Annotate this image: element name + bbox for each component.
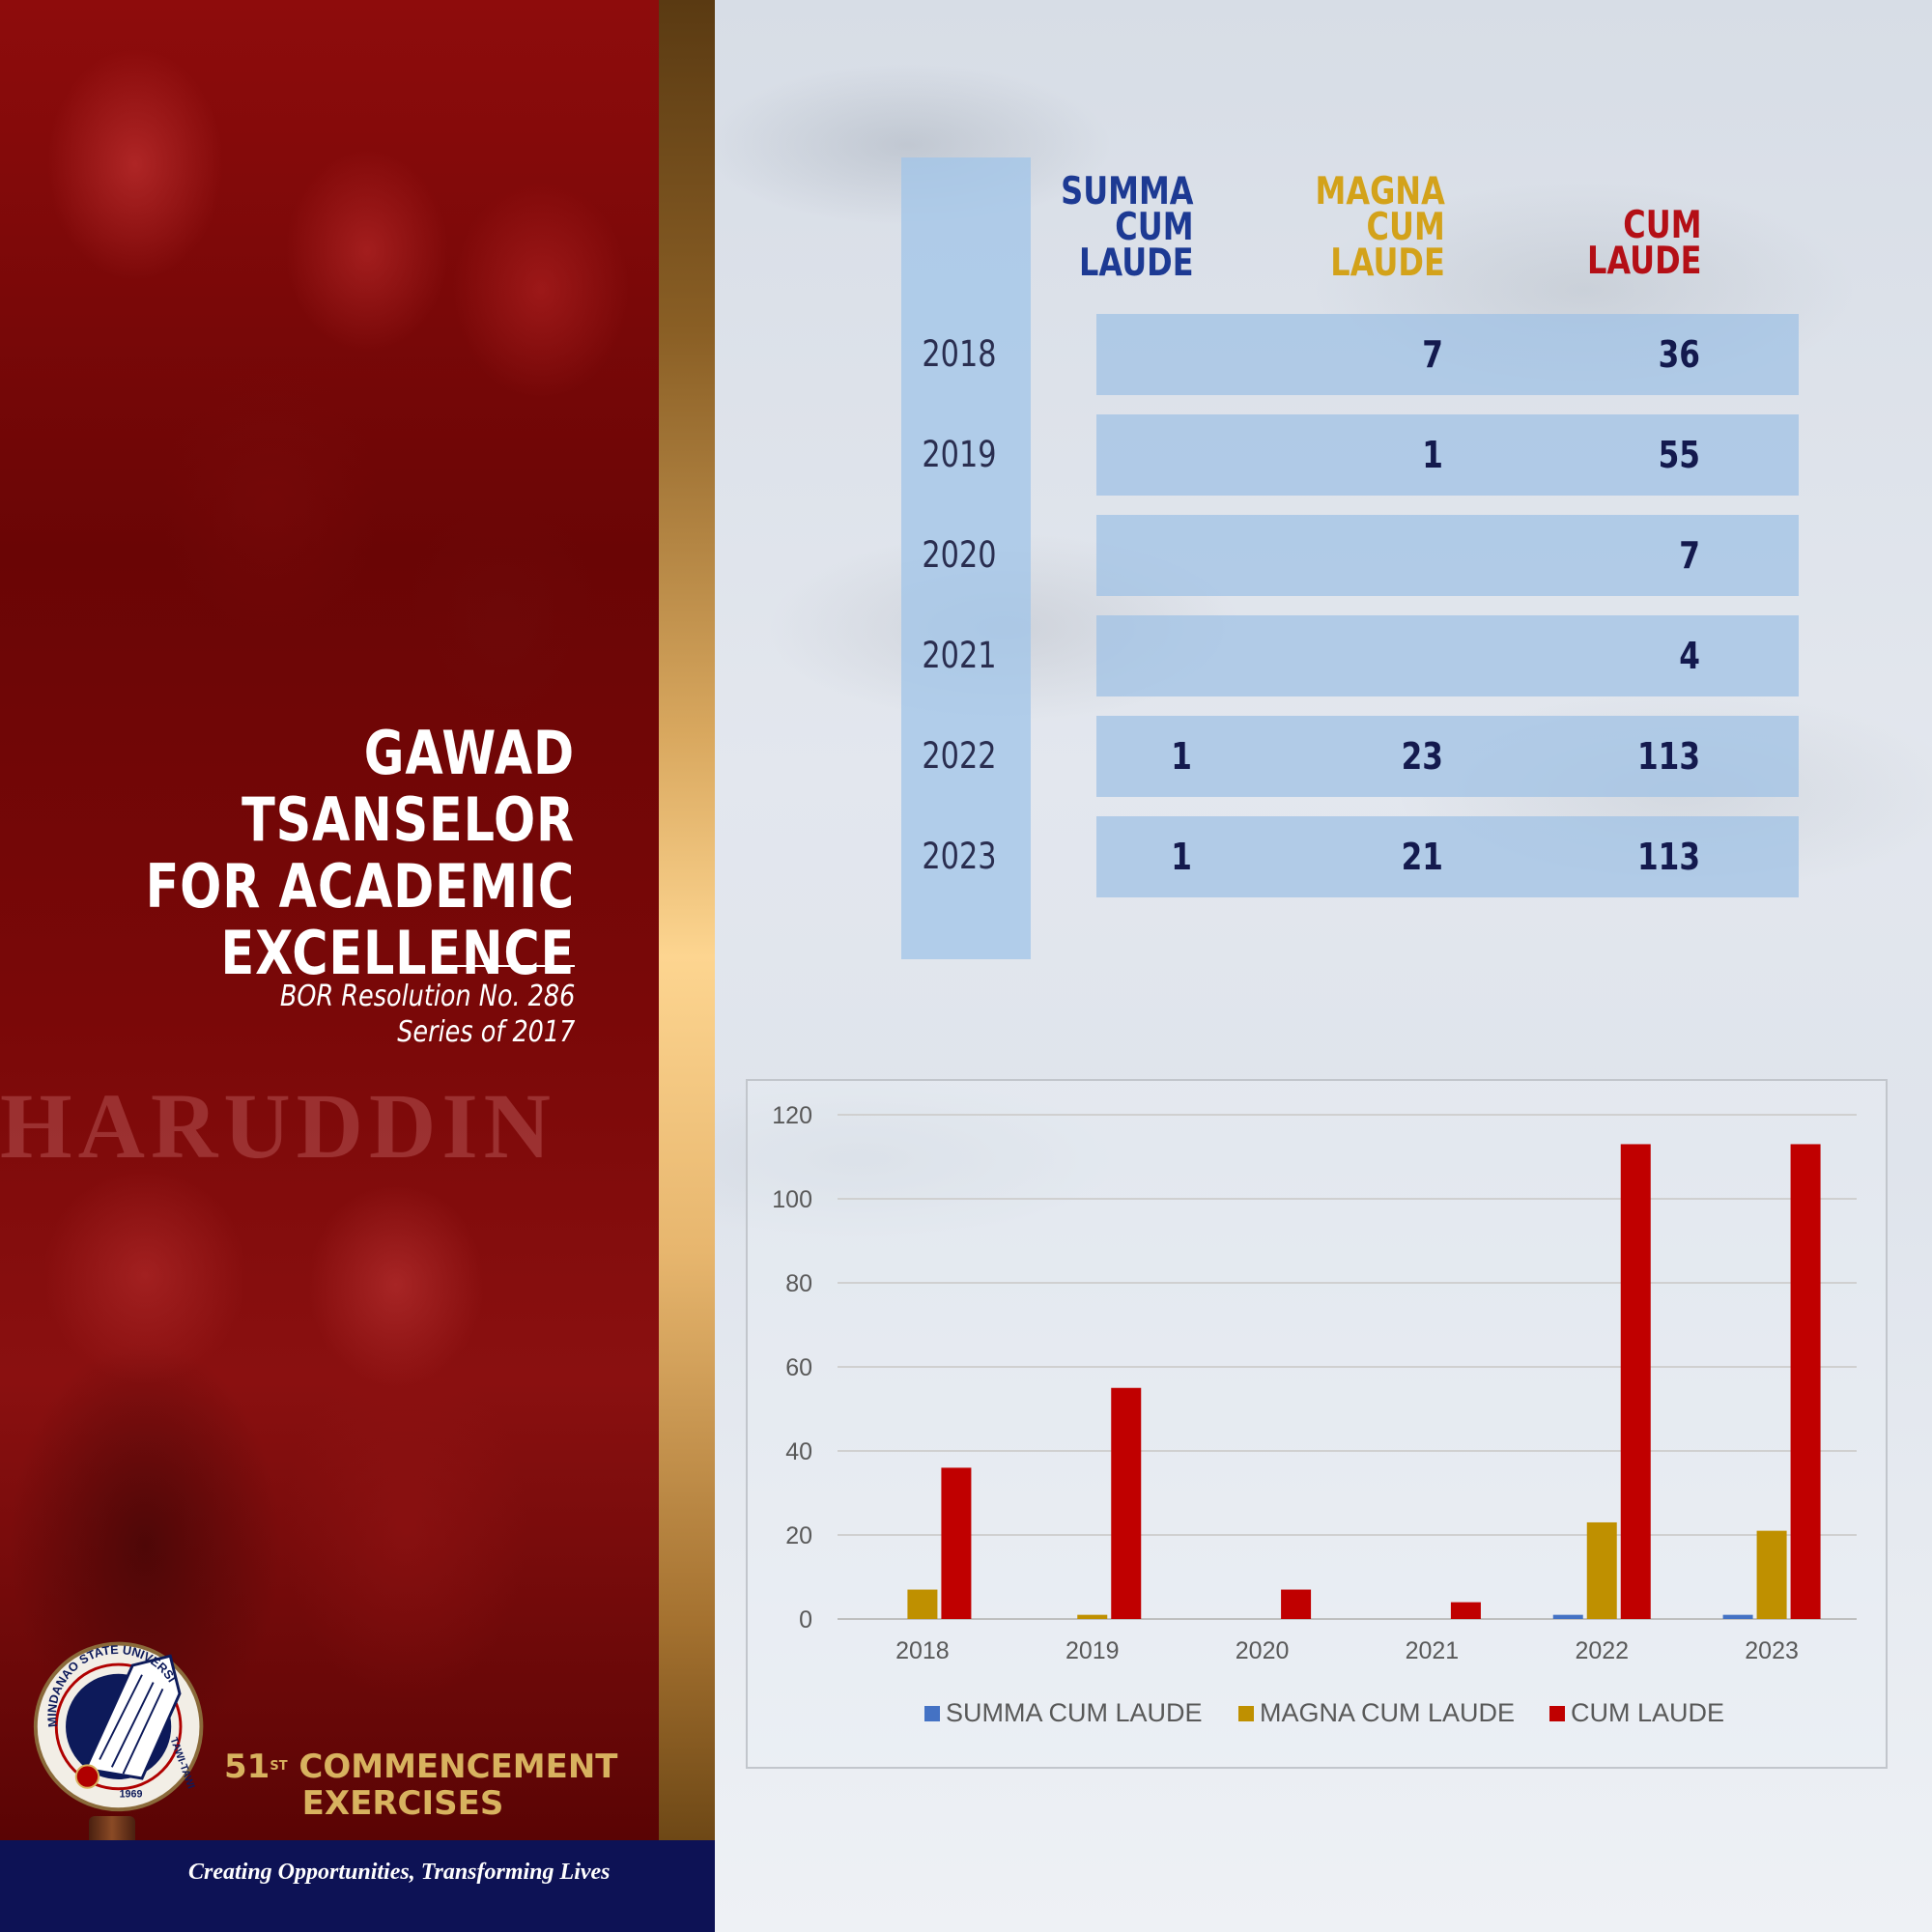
table-cell-cum: 113 [1636,735,1700,778]
table-cell-magna: 1 [1422,434,1443,476]
title-line-1: GAWAD TSANSELOR [242,718,575,855]
resolution-line-1: BOR Resolution No. 286 [279,980,575,1013]
y-tick-label: 100 [772,1186,812,1213]
table-row-band [1096,414,1799,496]
title-divider [440,965,575,967]
data-panel: SUMMA CUM LAUDE MAGNA CUM LAUDE CUM LAUD… [715,0,1932,1932]
y-tick-label: 40 [785,1438,812,1465]
bar [1111,1387,1142,1619]
bar [1756,1530,1787,1619]
y-tick-label: 0 [799,1606,812,1634]
x-tick-label: 2019 [1065,1637,1120,1664]
logo-year-text: 1969 [120,1789,143,1801]
table-row-band [1096,615,1799,696]
commencement-number: 51 [224,1747,270,1786]
header-summa-word-2: CUM [1115,206,1194,249]
table-cell-cum: 113 [1636,836,1700,878]
table-row-band [1096,314,1799,395]
table-row-year: 2020 [922,534,997,576]
title-line-3: EXCELLENCE [220,918,575,988]
table-row-year: 2021 [922,635,997,676]
university-seal-logo: MINDANAO STATE UNIVERSITY TAWI-TAWI 1969 [29,1628,204,1812]
bar-chart-svg: 0 20 40 60 80 100 120 2018 2019 2020 2021 2022 2023 S… [772,1102,1857,1727]
poster-panel: HARUDDIN GAWAD TSANSELOR FOR ACADEMIC EX… [0,0,715,1932]
table-row-band [1096,515,1799,596]
legend-swatch [1549,1706,1565,1721]
year-column-band [901,157,1031,959]
x-tick-label: 2018 [895,1637,950,1664]
header-cum-word-1: CUM [1623,204,1702,247]
resolution-text: BOR Resolution No. 286 Series of 2017 [228,979,575,1050]
tagline: Creating Opportunities, Transforming Liv… [188,1860,611,1885]
table-cell-cum: 55 [1658,434,1700,476]
bar [1620,1144,1651,1619]
commencement-label: 51ST COMMENCEMENT EXERCISES [224,1747,618,1823]
y-tick-label: 60 [785,1354,812,1381]
y-tick-label: 80 [785,1270,812,1297]
bar [1790,1144,1821,1619]
table-row-year: 2022 [922,735,997,777]
commencement-exercises: EXERCISES [301,1784,504,1823]
table-row-year: 2023 [922,836,997,877]
commencement-suffix: ST [270,1759,288,1774]
legend-swatch [924,1706,940,1721]
legend-label: CUM LAUDE [1571,1698,1724,1727]
bar [1586,1521,1617,1619]
table-cell-cum: 7 [1679,534,1700,577]
table-row-band [1096,816,1799,897]
bar [1552,1614,1583,1619]
legend-label: MAGNA CUM LAUDE [1260,1698,1515,1727]
title-line-2: FOR ACADEMIC [145,851,575,922]
bar [941,1467,972,1619]
header-summa-cum-laude: SUMMA CUM LAUDE [1061,170,1194,285]
commencement-word: COMMENCEMENT [298,1747,618,1786]
table-row-year: 2019 [922,434,997,475]
x-tick-label: 2023 [1745,1637,1799,1664]
table-cell-magna: 7 [1422,333,1443,376]
bar [1077,1614,1108,1619]
bar [1281,1589,1312,1619]
table-cell-cum: 4 [1679,635,1700,677]
header-summa-word-3: LAUDE [1079,242,1194,285]
table-row-band [1096,716,1799,797]
table-cell-magna: 21 [1401,836,1443,878]
x-tick-label: 2020 [1236,1637,1290,1664]
header-cum-laude: CUM LAUDE [1587,204,1702,283]
photo-backdrop-text: HARUDDIN [0,1074,556,1178]
resolution-line-2: Series of 2017 [396,1015,575,1049]
bar [1722,1614,1753,1619]
graduates-photo [0,0,659,1840]
table-row-year: 2018 [922,333,997,375]
header-summa-word-1: SUMMA [1061,170,1194,213]
header-magna-cum-laude: MAGNA CUM LAUDE [1315,170,1445,285]
header-magna-word-3: LAUDE [1330,242,1445,285]
x-tick-label: 2021 [1406,1637,1460,1664]
header-cum-word-2: LAUDE [1587,240,1702,283]
bar-chart: 0 20 40 60 80 100 120 2018 2019 2020 2021 2022 2023 S… [746,1079,1888,1769]
y-tick-label: 20 [785,1522,812,1549]
table-cell-summa: 1 [1171,836,1192,878]
poster-title: GAWAD TSANSELOR FOR ACADEMIC EXCELLENCE [34,720,575,986]
header-magna-word-2: CUM [1366,206,1445,249]
gold-stripe [659,0,715,1840]
bar [907,1589,938,1619]
legend-label: SUMMA CUM LAUDE [946,1698,1203,1727]
table-cell-summa: 1 [1171,735,1192,778]
footer-bar [0,1840,715,1932]
table-cell-magna: 23 [1401,735,1443,778]
header-magna-word-1: MAGNA [1315,170,1445,213]
bar [1450,1602,1481,1619]
legend-swatch [1238,1706,1254,1721]
table-cell-cum: 36 [1658,333,1700,376]
x-tick-label: 2022 [1575,1637,1629,1664]
y-tick-label: 120 [772,1102,812,1129]
